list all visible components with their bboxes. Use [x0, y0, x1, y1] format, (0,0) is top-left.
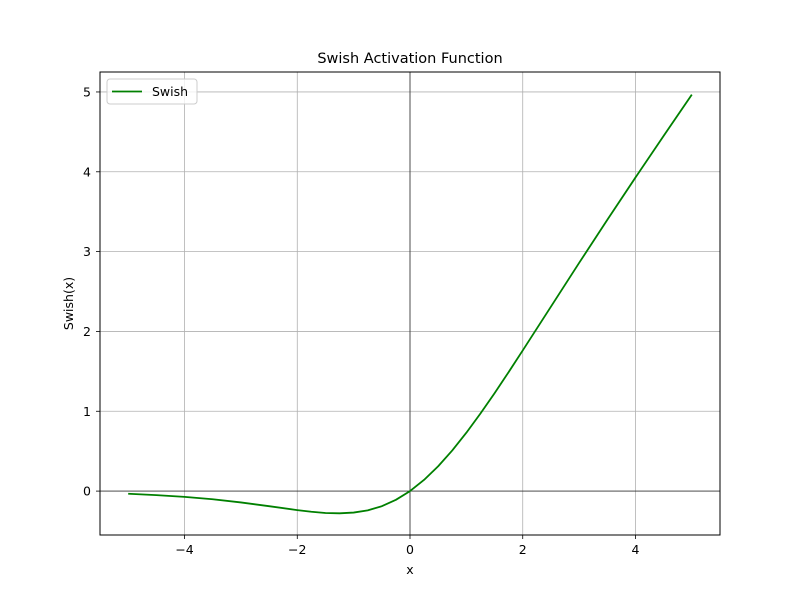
x-tick-label: 4	[631, 542, 639, 557]
y-tick-label: 2	[83, 324, 91, 339]
x-tick-label: −4	[175, 542, 193, 557]
legend-box	[106, 78, 198, 105]
series-layer	[128, 94, 693, 515]
x-axis-ticks: −4 −2 0 2 4	[175, 535, 639, 557]
y-axis-ticks: 0 1 2 3 4 5	[83, 84, 100, 499]
legend: Swish	[106, 78, 198, 105]
x-axis-label: x	[406, 562, 413, 577]
y-axis-label: Swish(x)	[61, 277, 76, 330]
y-tick-label: 3	[83, 244, 91, 259]
chart-title: Swish Activation Function	[317, 51, 502, 67]
series-line-swish	[128, 94, 693, 515]
y-tick-label: 4	[83, 164, 91, 179]
y-tick-label: 5	[83, 84, 91, 99]
y-tick-label: 1	[83, 404, 91, 419]
legend-label-swish: Swish	[152, 84, 188, 99]
x-tick-label: −2	[288, 542, 306, 557]
y-tick-label: 0	[83, 484, 91, 499]
x-tick-label: 0	[406, 542, 414, 557]
x-tick-label: 2	[519, 542, 527, 557]
